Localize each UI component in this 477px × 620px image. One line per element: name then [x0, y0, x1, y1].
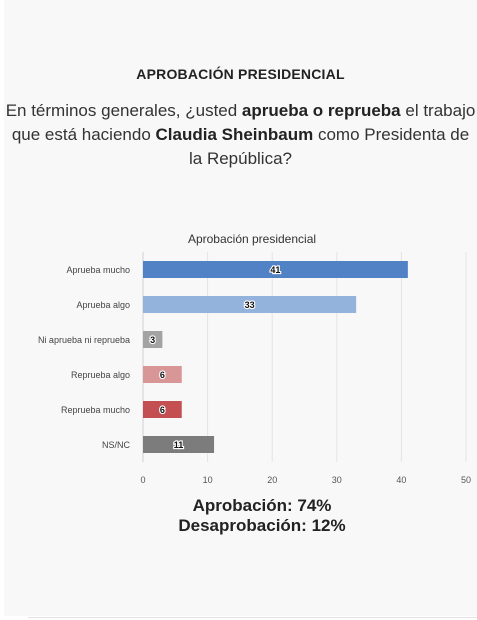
bar — [143, 331, 163, 348]
question-emphasis-2: Claudia Sheinbaum — [155, 125, 314, 144]
category-label: Ni aprueba ni reprueba — [38, 335, 130, 345]
x-tick-label: 10 — [203, 475, 213, 485]
divider — [28, 617, 477, 618]
page-title: APROBACIÓN PRESIDENCIAL — [136, 66, 345, 82]
question-text-2: el trabajo que está haciendo — [11, 101, 476, 144]
data-label: 3 — [150, 335, 155, 345]
bar — [143, 296, 357, 313]
results-summary: Aprobación: 74% Desaprobación: 12% — [4, 496, 477, 536]
data-label: 6 — [160, 370, 165, 380]
bar — [143, 401, 182, 418]
data-label: 33 — [245, 300, 255, 310]
data-label: 11 — [174, 440, 184, 450]
data-label: 6 — [160, 405, 165, 415]
category-label: Aprueba algo — [76, 300, 130, 310]
category-label: NS/NC — [102, 440, 131, 450]
data-label: 41 — [270, 265, 280, 275]
bar — [143, 436, 215, 453]
survey-question: En términos generales, ¿usted aprueba o … — [4, 99, 477, 171]
category-label: Reprueba mucho — [61, 405, 130, 415]
x-tick-label: 0 — [140, 475, 145, 485]
chart-title: Aprobación presidencial — [187, 232, 317, 246]
x-tick-label: 50 — [461, 475, 471, 485]
x-tick-label: 40 — [396, 475, 406, 485]
approval-summary: Aprobación: 74% — [192, 496, 332, 515]
x-tick-label: 30 — [332, 475, 342, 485]
question-text-3: como Presidenta de la República? — [188, 125, 470, 168]
question-text-1: En términos generales, ¿usted — [5, 101, 242, 120]
disapproval-summary: Desaprobación: 12% — [178, 516, 346, 535]
category-label: Reprueba algo — [71, 370, 130, 380]
question-emphasis-1: aprueba o reprueba — [241, 101, 401, 120]
x-tick-label: 20 — [267, 475, 277, 485]
bar — [143, 366, 182, 383]
bar — [143, 261, 408, 278]
category-label: Aprueba mucho — [66, 265, 130, 275]
